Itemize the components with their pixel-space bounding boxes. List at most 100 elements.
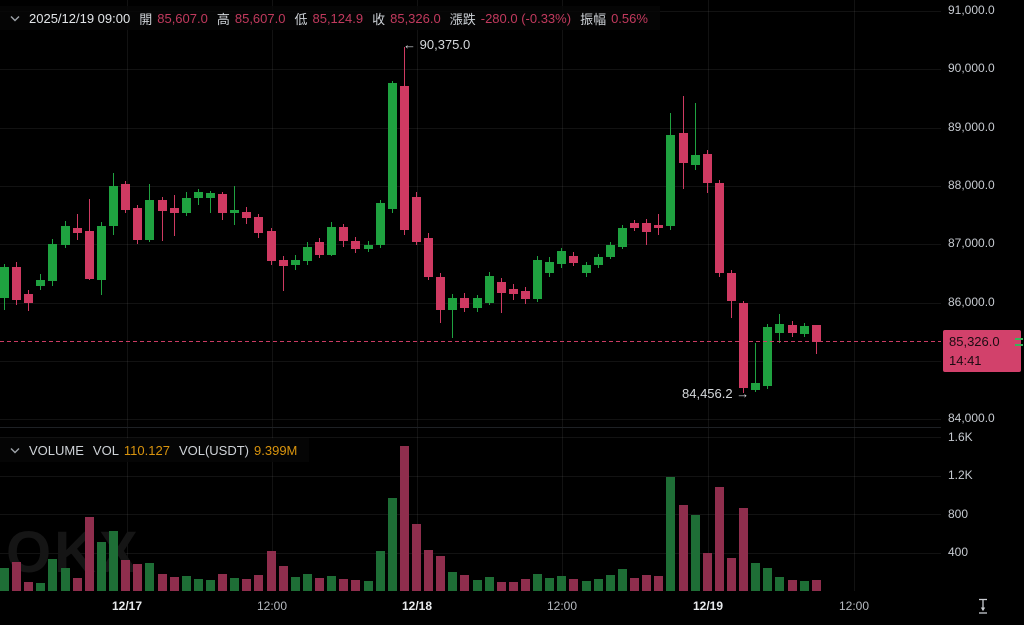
volume-bar [327, 575, 337, 591]
candle-wick [452, 293, 454, 339]
vol-value: 110.127 [123, 442, 170, 458]
candle-body [315, 241, 325, 255]
gridline-volume [0, 475, 941, 477]
candle-body [399, 86, 409, 230]
volume-bar [60, 567, 70, 591]
candle-wick [209, 191, 211, 214]
gridline-vertical [854, 0, 855, 591]
price-axis[interactable]: 91,000.0 90,000.0 89,000.0 88,000.0 87,0… [941, 0, 1024, 625]
last-price-value: 85,326.0 [949, 334, 1000, 349]
amplitude-value: 0.56% [611, 10, 648, 26]
volume-title: VOLUME [29, 442, 84, 458]
volume-bar [569, 579, 579, 591]
candle-body [533, 259, 543, 299]
candle-body [121, 184, 131, 210]
volume-tick: 1.6K [948, 430, 973, 444]
gridline-price [0, 302, 941, 304]
change-field: 漲跌 -280.0 (-0.33%) [450, 9, 571, 28]
volume-bar [424, 549, 434, 591]
volume-bar [545, 578, 555, 591]
vol-field: VOL 110.127 [93, 443, 170, 458]
candle-body [811, 325, 821, 342]
volume-bar [0, 567, 9, 591]
pane-separator [0, 427, 1024, 428]
candle-body [581, 264, 591, 274]
candle-body [666, 135, 676, 227]
volume-bar [218, 574, 228, 591]
volume-bar [411, 523, 421, 591]
volume-bar [593, 578, 603, 591]
candle-body [521, 290, 531, 299]
volume-bar [605, 575, 615, 591]
close-value: 85,326.0 [390, 10, 441, 26]
volume-bar [72, 577, 82, 591]
candle-body [787, 325, 797, 334]
candle-body [545, 261, 555, 273]
high-price-annotation: ← 90,375.0 [403, 37, 470, 52]
candle-body [351, 240, 361, 249]
volume-bar [24, 581, 34, 591]
volume-bar [787, 579, 797, 591]
time-tick: 12:00 [838, 599, 870, 613]
time-tick: 12/18 [401, 599, 433, 613]
volume-bar [230, 577, 240, 591]
candle-body [254, 216, 264, 234]
axis-scale-mark [1015, 338, 1023, 340]
candle-body [690, 155, 700, 165]
volume-header: VOLUME VOL 110.127 VOL(USDT) 9.399M [0, 438, 310, 462]
amplitude-label: 振幅 [580, 11, 607, 27]
candle-body [617, 228, 627, 247]
candle-wick [500, 278, 502, 313]
volume-bar [84, 517, 94, 591]
volume-collapse-chevron-icon[interactable] [10, 447, 20, 454]
candle-body [448, 297, 458, 311]
candle-body [496, 282, 506, 294]
volume-bar [460, 574, 470, 591]
low-label: 低 [294, 11, 308, 27]
collapse-chevron-icon[interactable] [10, 15, 20, 22]
candle-body [84, 230, 94, 279]
volume-bar [266, 550, 276, 591]
volume-bar [193, 579, 203, 591]
volume-bar [678, 504, 688, 591]
volume-bar [775, 576, 785, 591]
candle-wick [658, 213, 660, 236]
chart-canvas[interactable]: OKX ← 90,375.0 84,456.2 → 2025/12/19 09:… [0, 0, 941, 591]
candle-body [557, 250, 567, 265]
volume-bar [557, 575, 567, 591]
candle-body [0, 266, 9, 299]
volume-bar [351, 579, 361, 591]
gridline-vertical [127, 0, 128, 591]
gridline-price [0, 244, 941, 246]
price-tick: 90,000.0 [948, 61, 995, 75]
volume-bar [739, 507, 749, 591]
candle-body [642, 222, 652, 232]
price-scale-tool-button[interactable] [975, 596, 991, 616]
candle-body [181, 198, 191, 214]
volume-bar [630, 578, 640, 591]
time-axis[interactable]: 12/17 12:00 12/18 12:00 12/19 12:00 [0, 591, 1024, 625]
volume-tick: 800 [948, 507, 969, 521]
candle-body [702, 154, 712, 184]
vol-usdt-field: VOL(USDT) 9.399M [179, 443, 297, 458]
volume-bar [363, 581, 373, 591]
candle-wick [694, 103, 696, 170]
candle-body [799, 326, 809, 335]
candle-body [302, 246, 312, 262]
candle-body [339, 226, 349, 241]
gridline-volume [0, 552, 941, 554]
price-tick: 89,000.0 [948, 120, 995, 134]
candle-body [230, 210, 240, 213]
candle-wick [282, 255, 284, 292]
volume-bar [581, 580, 591, 591]
candle-body [751, 382, 761, 390]
candle-body [775, 323, 785, 334]
volume-bar [811, 580, 821, 591]
candle-body [472, 298, 482, 309]
volume-bar [242, 578, 252, 591]
candle-body [157, 199, 167, 212]
last-price-line [0, 341, 941, 342]
open-value: 85,607.0 [157, 10, 208, 26]
candle-body [630, 222, 640, 229]
